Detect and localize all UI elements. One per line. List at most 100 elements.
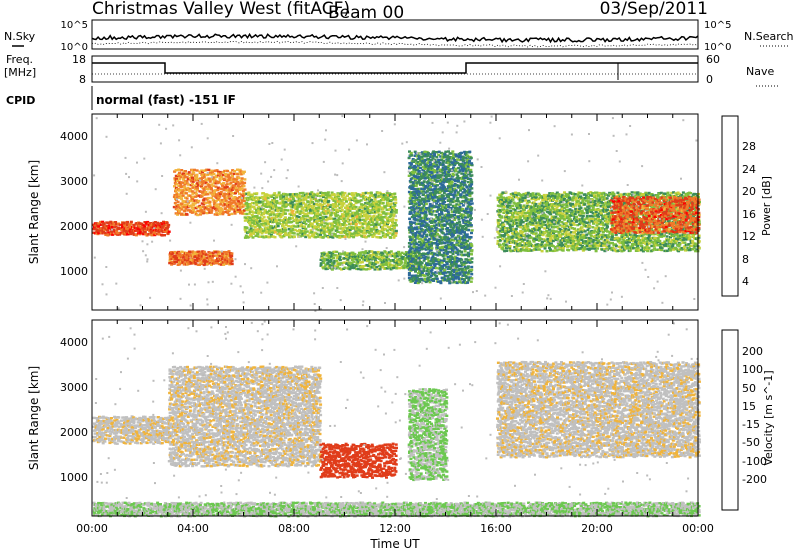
noise-right-tick-top: 10^5 xyxy=(704,20,731,31)
power-cell xyxy=(163,234,166,236)
power-cell xyxy=(218,195,221,197)
power-cell xyxy=(331,197,334,199)
power-cell xyxy=(185,192,188,194)
power-cell xyxy=(320,224,323,226)
power-cell xyxy=(352,227,355,229)
power-cell xyxy=(381,252,384,254)
power-cell xyxy=(226,170,229,172)
power-cell xyxy=(203,176,206,178)
power-cell xyxy=(320,229,323,231)
power-cell xyxy=(231,263,234,265)
power-cell xyxy=(106,225,109,227)
power-cell xyxy=(367,225,370,227)
power-cell xyxy=(336,214,339,216)
power-cell xyxy=(196,214,199,216)
power-cell xyxy=(330,214,333,216)
power-cell xyxy=(375,226,378,228)
power-cell xyxy=(209,201,212,203)
power-cell xyxy=(336,226,339,228)
radar-summary-figure: Christmas Valley West (fitACF) Beam 00 0… xyxy=(0,0,800,554)
power-cell xyxy=(196,169,199,171)
power-cell xyxy=(293,232,296,234)
power-cell xyxy=(230,252,233,254)
noise-search-trace xyxy=(92,41,698,47)
power-cell xyxy=(378,204,381,206)
power-cell xyxy=(174,202,177,204)
power-cell xyxy=(216,189,219,191)
power-cell xyxy=(210,187,213,189)
power-cell xyxy=(187,183,190,185)
power-cell xyxy=(389,232,392,234)
power-cell xyxy=(226,183,229,185)
power-cell xyxy=(229,205,232,207)
power-cell xyxy=(225,200,228,202)
power-cell xyxy=(233,200,236,202)
power-cell xyxy=(195,193,198,195)
power-cell xyxy=(370,192,373,194)
power-cell xyxy=(337,209,340,211)
power-cell xyxy=(243,182,246,184)
power-cell xyxy=(267,223,270,225)
power-cell xyxy=(375,254,378,256)
power-cell xyxy=(369,209,372,211)
power-cell xyxy=(252,236,255,238)
power-cell xyxy=(241,187,244,189)
power-cell xyxy=(236,173,239,175)
cpid-value: normal (fast) -151 IF xyxy=(96,93,236,107)
power-cell xyxy=(354,197,357,199)
power-heatmap xyxy=(92,115,701,312)
cpid-label: CPID xyxy=(6,94,35,107)
power-cell xyxy=(394,198,397,200)
power-cell xyxy=(244,188,247,190)
power-cell xyxy=(311,223,314,225)
power-cell xyxy=(207,209,210,211)
power-cell xyxy=(395,230,398,232)
power-cell xyxy=(315,207,318,209)
power-cell xyxy=(263,224,266,226)
power-cell xyxy=(285,197,288,199)
power-cell xyxy=(380,259,383,261)
power-cell xyxy=(316,193,319,195)
power-cell xyxy=(326,262,329,264)
plot-title: Christmas Valley West (fitACF) xyxy=(92,0,350,19)
power-cell xyxy=(210,211,213,213)
power-cell xyxy=(284,217,287,219)
power-cell xyxy=(284,229,287,231)
power-cell xyxy=(179,176,182,178)
power-cell xyxy=(329,232,332,234)
date-label: 03/Sep/2011 xyxy=(600,0,708,19)
power-cell xyxy=(364,196,367,198)
power-cell xyxy=(374,194,377,196)
power-cell xyxy=(300,230,303,232)
power-cell xyxy=(362,265,365,267)
power-cell xyxy=(192,172,195,174)
power-cell xyxy=(362,227,365,229)
power-cell xyxy=(353,253,356,255)
power-cell xyxy=(375,266,378,268)
power-cell xyxy=(334,254,337,256)
power-cell xyxy=(209,180,212,182)
power-cell xyxy=(111,234,114,236)
power-cell xyxy=(382,211,385,213)
power-cell xyxy=(210,209,213,211)
power-cell xyxy=(264,197,267,199)
power-cell xyxy=(238,177,241,179)
power-cell xyxy=(328,194,331,196)
power-cell xyxy=(286,209,289,211)
power-cell xyxy=(394,235,397,237)
power-cell xyxy=(137,230,140,232)
power-cell xyxy=(231,175,234,177)
power-cell xyxy=(230,195,233,197)
power-cell xyxy=(270,196,273,198)
power-cell xyxy=(386,229,389,231)
power-cell xyxy=(370,228,373,230)
power-cell xyxy=(385,217,388,219)
power-cell xyxy=(274,204,277,206)
power-cell xyxy=(379,268,382,270)
power-cell xyxy=(397,251,400,253)
power-cell xyxy=(305,223,308,225)
power-cell xyxy=(230,172,233,174)
power-cell xyxy=(378,233,381,235)
power-cell xyxy=(404,260,407,262)
power-cell xyxy=(327,191,330,193)
